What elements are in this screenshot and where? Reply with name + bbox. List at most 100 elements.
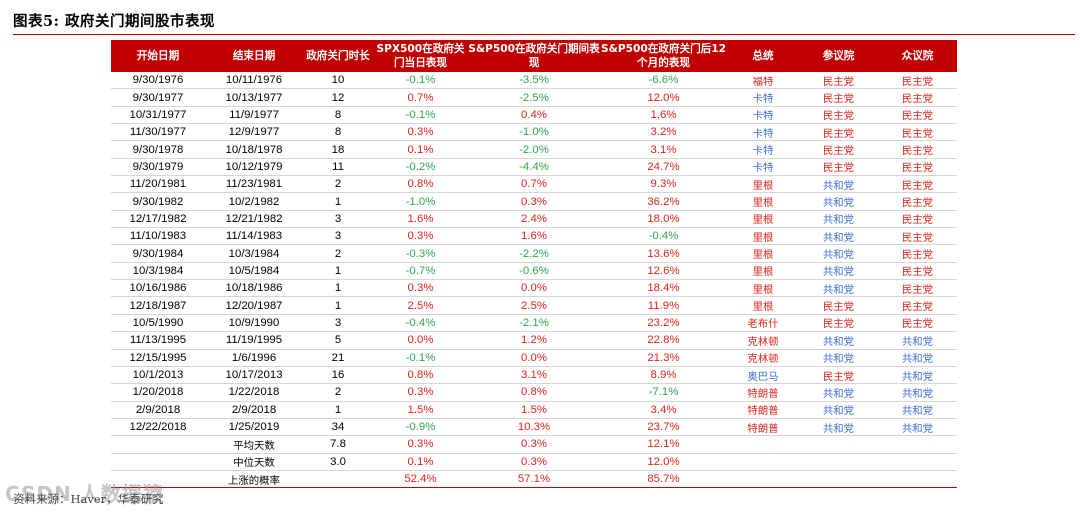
header-cell: SPX500在政府关门当日表现 (373, 40, 468, 72)
table-cell: 民主党 (878, 123, 957, 142)
summary-cell: 中位天数 (205, 453, 303, 471)
table-cell: 特朗普 (727, 401, 799, 419)
table-cell: 10/31/1977 (111, 106, 205, 125)
table-cell: -0.9% (373, 418, 468, 437)
summary-cell (878, 470, 957, 489)
table-cell: -0.1% (373, 106, 468, 125)
summary-cell (111, 470, 205, 489)
table-cell: 卡特 (727, 88, 799, 107)
table-cell: 1/25/2019 (205, 418, 303, 437)
table-cell: 23.2% (600, 314, 727, 333)
table-cell: 11/10/1983 (111, 227, 205, 246)
table-cell: -6.6% (600, 72, 727, 90)
table-cell: 0.0% (468, 279, 600, 298)
table-cell: 民主党 (878, 72, 957, 90)
table-cell: 里根 (727, 279, 799, 298)
table-cell: 民主党 (799, 314, 878, 333)
table-cell: 共和党 (878, 331, 957, 350)
table-cell: 民主党 (878, 210, 957, 229)
table-cell: 民主党 (878, 262, 957, 281)
table-cell: 18.4% (600, 279, 727, 298)
table-cell: -1.0% (373, 192, 468, 211)
header-cell: S&P500在政府关门期间表现 (468, 40, 600, 72)
table-cell: 民主党 (799, 158, 878, 177)
table-cell: 民主党 (799, 296, 878, 315)
summary-cell: 52.4% (373, 470, 468, 489)
title-divider (13, 34, 1075, 35)
summary-cell (799, 470, 878, 489)
table-cell: -7.1% (600, 383, 727, 402)
table-cell: 里根 (727, 210, 799, 229)
table-cell: 11/30/1977 (111, 123, 205, 142)
table-cell: 民主党 (878, 314, 957, 333)
table-cell: 2.5% (373, 296, 468, 315)
table-cell: 共和党 (799, 175, 878, 194)
table-cell: 11/20/1981 (111, 175, 205, 194)
table-cell: 共和党 (799, 192, 878, 211)
summary-cell: 7.8 (303, 435, 373, 454)
table-cell: 21.3% (600, 349, 727, 367)
table-cell: 10/12/1979 (205, 158, 303, 177)
table-cell: 3.1% (600, 140, 727, 159)
table-cell: 10 (303, 72, 373, 90)
summary-cell (727, 470, 799, 489)
summary-row: 平均天数 7.8 0.3% 0.3% 12.1% (111, 435, 957, 454)
table-cell: 10/5/1990 (111, 314, 205, 333)
table-cell: 10/1/2013 (111, 366, 205, 385)
table-cell: -0.4% (373, 314, 468, 333)
table-cell: 34 (303, 418, 373, 437)
table-cell: 卡特 (727, 123, 799, 142)
table-cell: -3.5% (468, 72, 600, 90)
table-row: 11/13/1995 11/19/1995 5 0.0% 1.2% 22.8% 克林顿 共和党… (111, 331, 957, 350)
table-cell: 共和党 (799, 262, 878, 281)
table-row: 10/31/1977 11/9/1977 8 -0.1% 0.4% 1.6% 卡特 民主党 民主… (111, 106, 957, 125)
table-cell: 8 (303, 123, 373, 142)
summary-row: 上涨的概率 52.4% 57.1% 85.7% (111, 470, 957, 489)
table-cell: 11/14/1983 (205, 227, 303, 246)
summary-cell (727, 435, 799, 454)
table-cell: 共和党 (799, 279, 878, 298)
table-cell: -2.5% (468, 88, 600, 107)
table-cell: 11 (303, 158, 373, 177)
table-cell: 共和党 (799, 331, 878, 350)
summary-cell (111, 435, 205, 454)
table-cell: 里根 (727, 227, 799, 246)
table-cell: 共和党 (799, 383, 878, 402)
table-cell: -0.4% (600, 227, 727, 246)
table-cell: 1 (303, 192, 373, 211)
table-cell: 民主党 (878, 192, 957, 211)
header-cell: 参议院 (799, 40, 878, 72)
table-cell: 12/21/1982 (205, 210, 303, 229)
table-cell: 9.3% (600, 175, 727, 194)
table-cell: 0.1% (373, 140, 468, 159)
table-cell: 9/30/1977 (111, 88, 205, 107)
table-cell: 10.3% (468, 418, 600, 437)
table-cell: 10/18/1978 (205, 140, 303, 159)
table-row: 9/30/1976 10/11/1976 10 -0.1% -3.5% -6.6% 福特 民主… (111, 72, 957, 90)
header-cell: 总统 (727, 40, 799, 72)
table-row: 1/20/2018 1/22/2018 2 0.3% 0.8% -7.1% 特朗普 共和党 共和… (111, 383, 957, 402)
table-cell: 3 (303, 227, 373, 246)
table-cell: 11/19/1995 (205, 331, 303, 350)
table-cell: 0.7% (468, 175, 600, 194)
table-cell: 2/9/2018 (111, 401, 205, 419)
table-cell: 36.2% (600, 192, 727, 211)
table-cell: 1/6/1996 (205, 349, 303, 367)
header-cell: 结束日期 (205, 40, 303, 72)
header-cell: S&P500在政府关门后12个月的表现 (600, 40, 727, 72)
table-cell: 12 (303, 88, 373, 107)
summary-cell: 上涨的概率 (205, 470, 303, 489)
summary-cell (799, 435, 878, 454)
table-cell: 21 (303, 349, 373, 367)
table-cell: 3 (303, 210, 373, 229)
table-cell: -4.4% (468, 158, 600, 177)
table-cell: 9/30/1976 (111, 72, 205, 90)
table-cell: -0.3% (373, 244, 468, 263)
table-cell: 1.6% (468, 227, 600, 246)
table-cell: 9/30/1984 (111, 244, 205, 263)
table-cell: 10/17/2013 (205, 366, 303, 385)
table-cell: -0.6% (468, 262, 600, 281)
table-cell: 9/30/1978 (111, 140, 205, 159)
table-cell: 民主党 (799, 123, 878, 142)
table-cell: 3.1% (468, 366, 600, 385)
